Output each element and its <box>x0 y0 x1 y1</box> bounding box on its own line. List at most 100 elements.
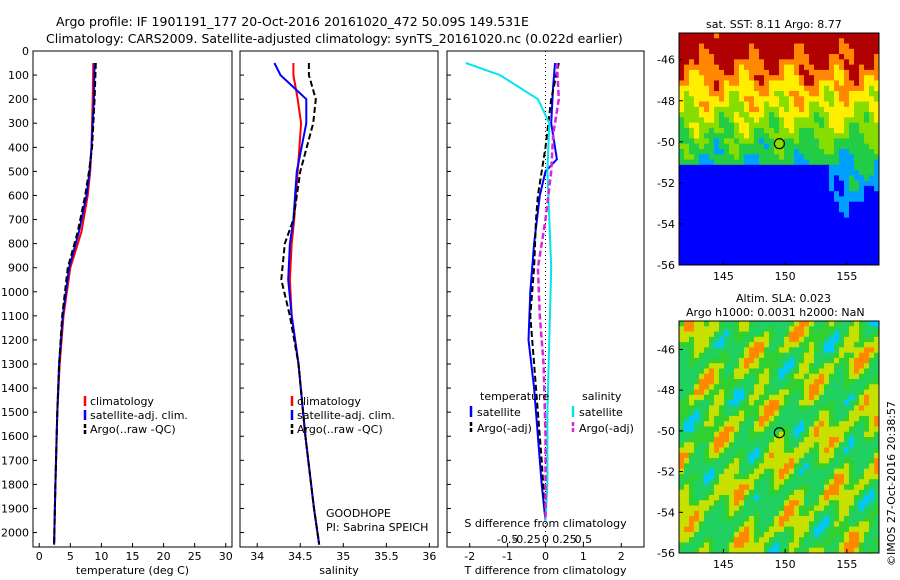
map-cell <box>699 38 705 44</box>
map-cell <box>799 437 805 443</box>
map-cell <box>809 138 815 145</box>
map-cell <box>744 437 750 443</box>
map-cell <box>849 516 855 522</box>
map-cell <box>824 526 830 533</box>
map-cell <box>799 531 805 538</box>
map-cell <box>804 363 810 369</box>
map-cell <box>714 33 720 39</box>
map-cell <box>769 431 775 438</box>
map-cell <box>789 468 795 475</box>
map-cell <box>724 352 730 359</box>
map-cell <box>779 48 785 55</box>
map-cell <box>844 96 850 102</box>
map-cell <box>789 185 795 192</box>
map-cell <box>749 233 755 239</box>
map-cell <box>869 201 875 208</box>
map-cell <box>714 175 720 181</box>
map-cell <box>804 500 810 506</box>
map-cell <box>679 547 685 554</box>
map-cell <box>739 54 745 60</box>
map-cell <box>729 352 735 359</box>
map-cell <box>709 379 715 385</box>
map-cell <box>734 69 740 76</box>
map-cell <box>859 384 865 390</box>
map-cell <box>864 185 870 192</box>
map-cell <box>869 180 875 187</box>
map-cell <box>864 80 870 87</box>
map-cell <box>714 138 720 145</box>
map-cell <box>799 243 805 250</box>
map-cell <box>724 159 730 166</box>
map-cell <box>699 442 705 448</box>
map-cell <box>714 127 720 134</box>
map-cell <box>774 479 780 485</box>
map-cell <box>719 394 725 401</box>
map-cell <box>679 154 685 160</box>
map-cell <box>874 75 880 81</box>
map-cell <box>839 196 845 203</box>
map-cell <box>774 259 780 266</box>
map-cell <box>714 473 720 480</box>
map-cell <box>819 421 825 427</box>
map-cell <box>869 489 875 496</box>
map-cell <box>709 149 715 155</box>
map-cell <box>759 48 765 55</box>
map-cell <box>774 138 780 145</box>
map-cell <box>824 347 830 353</box>
map-cell <box>744 415 750 422</box>
map-cell <box>724 400 730 406</box>
map-cell <box>844 347 850 353</box>
map-cell <box>809 117 815 123</box>
map-cell <box>744 127 750 134</box>
map-cell <box>694 117 700 123</box>
map-cell <box>719 217 725 224</box>
map-cell <box>844 164 850 171</box>
map-cell <box>819 185 825 192</box>
sla-map-title-1: Altim. SLA: 0.023 <box>736 292 832 305</box>
map-cell <box>764 33 770 39</box>
map-cell <box>864 458 870 464</box>
map-cell <box>714 54 720 60</box>
map-cell <box>864 64 870 71</box>
map-cell <box>719 516 725 522</box>
map-cell <box>774 96 780 102</box>
map-cell <box>829 212 835 218</box>
map-cell <box>769 500 775 506</box>
map-cell <box>824 331 830 338</box>
map-cell <box>759 159 765 166</box>
map-cell <box>819 217 825 224</box>
map-cell <box>704 127 710 134</box>
map-cell <box>764 59 770 65</box>
map-cell <box>694 321 700 327</box>
map-y-tick-label: -50 <box>657 425 675 438</box>
map-cell <box>869 547 875 554</box>
map-cell <box>824 394 830 401</box>
map-cell <box>689 112 695 118</box>
map-cell <box>814 212 820 218</box>
map-cell <box>734 122 740 129</box>
map-cell <box>709 421 715 427</box>
map-cell <box>809 452 815 459</box>
map-cell <box>789 510 795 517</box>
map-cell <box>824 426 830 433</box>
map-cell <box>704 384 710 390</box>
map-cell <box>784 531 790 538</box>
map-cell <box>689 212 695 218</box>
map-cell <box>694 159 700 166</box>
map-cell <box>809 191 815 197</box>
map-cell <box>699 106 705 113</box>
map-cell <box>819 468 825 475</box>
map-cell <box>844 80 850 87</box>
map-cell <box>794 415 800 422</box>
map-cell <box>859 410 865 417</box>
map-cell <box>874 238 880 245</box>
map-cell <box>819 526 825 533</box>
map-cell <box>839 249 845 255</box>
map-cell <box>789 484 795 491</box>
map-cell <box>704 468 710 475</box>
map-cell <box>819 54 825 60</box>
map-cell <box>834 473 840 480</box>
map-cell <box>699 54 705 60</box>
map-cell <box>689 405 695 411</box>
map-cell <box>829 101 835 108</box>
